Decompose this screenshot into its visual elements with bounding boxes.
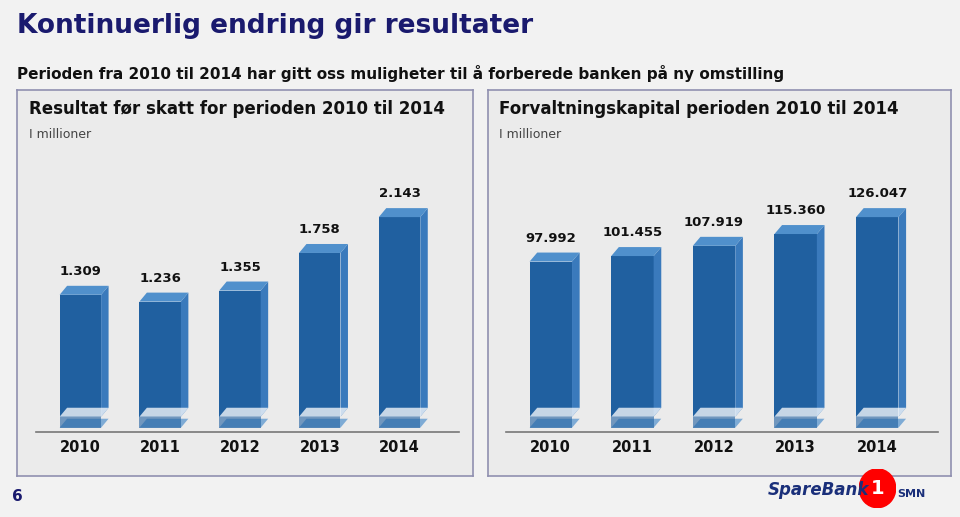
Polygon shape xyxy=(612,256,654,417)
Polygon shape xyxy=(530,419,580,428)
Text: 115.360: 115.360 xyxy=(765,204,826,217)
Text: 1.355: 1.355 xyxy=(219,261,261,273)
Text: 2.143: 2.143 xyxy=(378,187,420,200)
Polygon shape xyxy=(261,282,268,417)
Polygon shape xyxy=(693,237,743,246)
Polygon shape xyxy=(856,419,906,428)
Polygon shape xyxy=(817,225,825,417)
Text: 1.236: 1.236 xyxy=(139,271,181,285)
Polygon shape xyxy=(219,419,268,428)
Polygon shape xyxy=(612,417,654,428)
Polygon shape xyxy=(654,247,661,417)
Polygon shape xyxy=(856,417,899,428)
Polygon shape xyxy=(693,246,735,417)
Polygon shape xyxy=(379,217,420,417)
Polygon shape xyxy=(379,419,428,428)
Polygon shape xyxy=(60,295,101,417)
Polygon shape xyxy=(612,408,661,417)
Polygon shape xyxy=(530,417,572,428)
Text: Forvaltningskapital perioden 2010 til 2014: Forvaltningskapital perioden 2010 til 20… xyxy=(499,100,899,118)
Polygon shape xyxy=(139,408,188,417)
Text: Kontinuerlig endring gir resultater: Kontinuerlig endring gir resultater xyxy=(17,13,534,39)
Polygon shape xyxy=(139,419,188,428)
Polygon shape xyxy=(219,291,261,417)
Text: 97.992: 97.992 xyxy=(525,232,576,245)
Text: SMN: SMN xyxy=(898,489,925,499)
Polygon shape xyxy=(341,244,348,417)
Polygon shape xyxy=(735,237,743,417)
Text: Resultat før skatt for perioden 2010 til 2014: Resultat før skatt for perioden 2010 til… xyxy=(29,100,444,118)
Polygon shape xyxy=(612,419,661,428)
Polygon shape xyxy=(299,419,348,428)
Polygon shape xyxy=(693,419,743,428)
Polygon shape xyxy=(693,417,735,428)
Text: Perioden fra 2010 til 2014 har gitt oss muligheter til å forberede banken på ny : Perioden fra 2010 til 2014 har gitt oss … xyxy=(17,65,784,82)
Polygon shape xyxy=(775,234,817,417)
Polygon shape xyxy=(530,262,572,417)
Polygon shape xyxy=(299,253,341,417)
Text: 107.919: 107.919 xyxy=(684,216,744,229)
Polygon shape xyxy=(775,417,817,428)
Text: I millioner: I millioner xyxy=(499,128,562,141)
Polygon shape xyxy=(856,408,906,417)
Polygon shape xyxy=(420,208,428,417)
Polygon shape xyxy=(856,208,906,217)
Polygon shape xyxy=(775,225,825,234)
Polygon shape xyxy=(693,408,743,417)
Polygon shape xyxy=(379,408,428,417)
Polygon shape xyxy=(775,408,825,417)
Polygon shape xyxy=(299,408,348,417)
Polygon shape xyxy=(612,247,661,256)
Polygon shape xyxy=(530,408,580,417)
Polygon shape xyxy=(180,293,188,417)
Polygon shape xyxy=(775,419,825,428)
Polygon shape xyxy=(856,217,899,417)
Circle shape xyxy=(859,469,896,508)
Polygon shape xyxy=(899,208,906,417)
Polygon shape xyxy=(60,417,101,428)
Text: 126.047: 126.047 xyxy=(847,187,907,200)
Text: 1: 1 xyxy=(871,479,884,498)
Polygon shape xyxy=(379,417,420,428)
Polygon shape xyxy=(299,244,348,253)
Polygon shape xyxy=(139,417,180,428)
Polygon shape xyxy=(60,408,108,417)
Polygon shape xyxy=(60,286,108,295)
Polygon shape xyxy=(139,301,180,417)
Polygon shape xyxy=(139,293,188,301)
Text: 6: 6 xyxy=(12,489,22,504)
Text: SpareBank: SpareBank xyxy=(768,481,870,499)
Polygon shape xyxy=(530,253,580,262)
Polygon shape xyxy=(379,208,428,217)
Text: 1.309: 1.309 xyxy=(60,265,102,278)
Text: 101.455: 101.455 xyxy=(602,226,662,239)
Polygon shape xyxy=(572,253,580,417)
Text: 1.758: 1.758 xyxy=(299,223,341,236)
Polygon shape xyxy=(219,417,261,428)
Polygon shape xyxy=(299,417,341,428)
Polygon shape xyxy=(219,282,268,291)
Polygon shape xyxy=(60,419,108,428)
Text: I millioner: I millioner xyxy=(29,128,91,141)
Polygon shape xyxy=(219,408,268,417)
Polygon shape xyxy=(101,286,108,417)
